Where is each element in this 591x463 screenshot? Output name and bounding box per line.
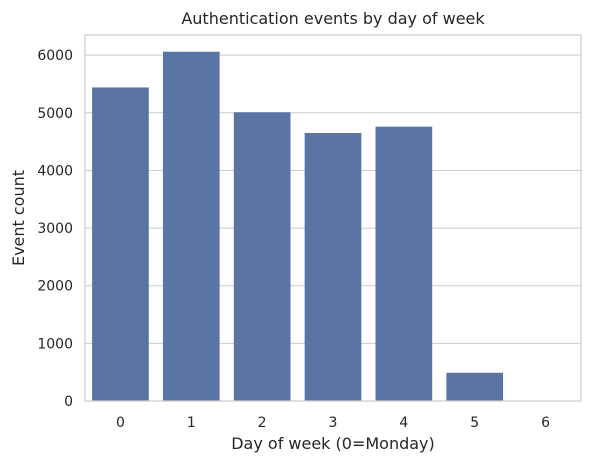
bar-day-0	[92, 87, 149, 402]
y-tick-label: 3000	[37, 221, 73, 237]
bar-series	[92, 51, 504, 402]
x-tick-label: 5	[470, 415, 479, 431]
plot-frame	[84, 34, 582, 402]
bar-day-4	[375, 126, 433, 401]
bar-day-3	[304, 132, 362, 401]
x-tick-label: 3	[329, 415, 338, 431]
x-tick-label: 0	[116, 415, 125, 431]
bar-day-2	[233, 112, 291, 401]
x-tick-label: 2	[258, 415, 267, 431]
y-axis-label: Event count	[9, 170, 28, 266]
bar-day-5	[446, 372, 504, 401]
x-tick-labels: 0 1 2 3 4 5 6	[116, 415, 550, 431]
y-tick-label: 1000	[37, 336, 73, 352]
x-tick-label: 4	[399, 415, 408, 431]
y-tick-labels: 0 1000 2000 3000 4000 5000 6000	[37, 48, 73, 410]
x-tick-label: 1	[187, 415, 196, 431]
y-tick-label: 4000	[37, 163, 73, 179]
y-tick-label: 5000	[37, 106, 73, 122]
y-tick-label: 6000	[37, 48, 73, 64]
chart-title: Authentication events by day of week	[181, 9, 485, 28]
y-tick-label: 2000	[37, 279, 73, 295]
x-axis-label: Day of week (0=Monday)	[231, 434, 435, 453]
bar-day-1	[162, 51, 220, 401]
plot-border	[84, 34, 582, 402]
x-tick-label: 6	[541, 415, 550, 431]
y-tick-label: 0	[64, 394, 73, 410]
